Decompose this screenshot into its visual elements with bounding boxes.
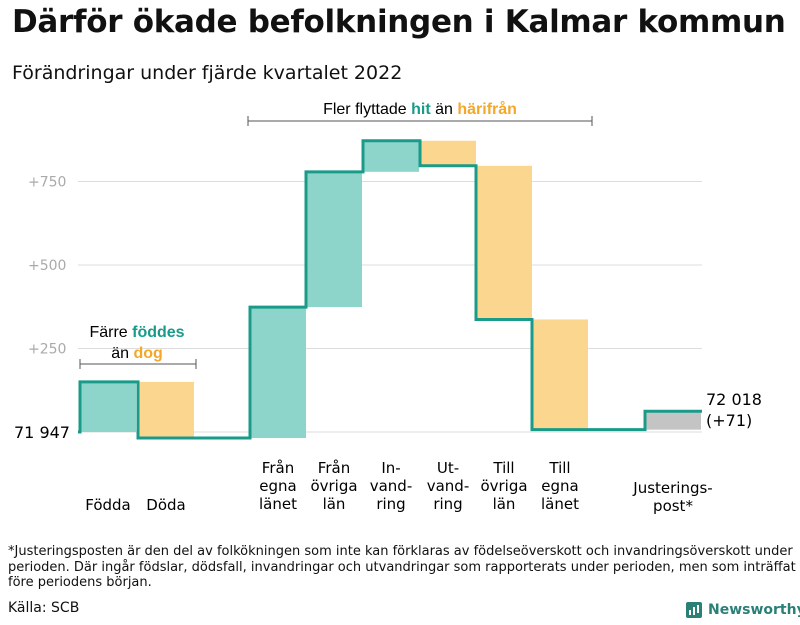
chart-subtitle: Förändringar under fjärde kvartalet 2022 bbox=[12, 62, 403, 84]
bar-tillegnalänet bbox=[532, 319, 588, 430]
migration-annotation: Fler flyttade hit än härifrån bbox=[323, 100, 517, 118]
x-category-label: Döda bbox=[146, 496, 185, 514]
births-annotation-line1: Färre föddes bbox=[89, 324, 184, 341]
bar-ut-vand-ring bbox=[420, 140, 476, 166]
chart-title: Därför ökade befolkningen i Kalmar kommu… bbox=[12, 4, 786, 40]
x-category-label: Till egna länet bbox=[541, 459, 579, 513]
bar-chart-icon bbox=[686, 602, 702, 618]
bar-in-vand-ring bbox=[363, 140, 419, 172]
births-annotation-line2: än dog bbox=[111, 345, 163, 362]
step-line bbox=[78, 139, 702, 440]
x-category-label: Till övriga län bbox=[480, 459, 527, 513]
x-category-label: Från egna länet bbox=[259, 459, 297, 513]
x-category-label: Födda bbox=[85, 496, 131, 514]
newsworthy-logo: Newsworthy bbox=[686, 602, 800, 618]
bar-döda bbox=[138, 381, 194, 439]
y-tick-label: +500 bbox=[28, 258, 66, 274]
x-category-label: Från övriga län bbox=[310, 459, 357, 513]
y-tick-label: +250 bbox=[28, 342, 66, 358]
x-category-label: Ut-vand-ring bbox=[427, 459, 470, 513]
brand-name: Newsworthy bbox=[708, 602, 800, 618]
bar-justerings-post* bbox=[645, 411, 701, 430]
start-value-label: 71 947 bbox=[14, 423, 70, 442]
waterfall-chart: +250 +500 +750 Födda Döda Från egna länet Från ö… bbox=[14, 100, 762, 515]
y-tick-label: +750 bbox=[28, 175, 66, 191]
x-category-label: In-vand-ring bbox=[370, 459, 413, 513]
x-category-label: Justerings-post* bbox=[632, 479, 712, 515]
bar-frånövrigalän bbox=[306, 171, 362, 308]
bar-tillövrigalän bbox=[476, 165, 532, 320]
bar-frånegnalänet bbox=[250, 307, 306, 439]
end-value-label: 72 018 bbox=[706, 390, 762, 409]
source-label: Källa: SCB bbox=[8, 600, 80, 616]
footnote: *Justeringsposten är den del av folkökni… bbox=[8, 544, 796, 590]
end-change-label: (+71) bbox=[706, 411, 752, 430]
bar-födda bbox=[80, 381, 136, 432]
